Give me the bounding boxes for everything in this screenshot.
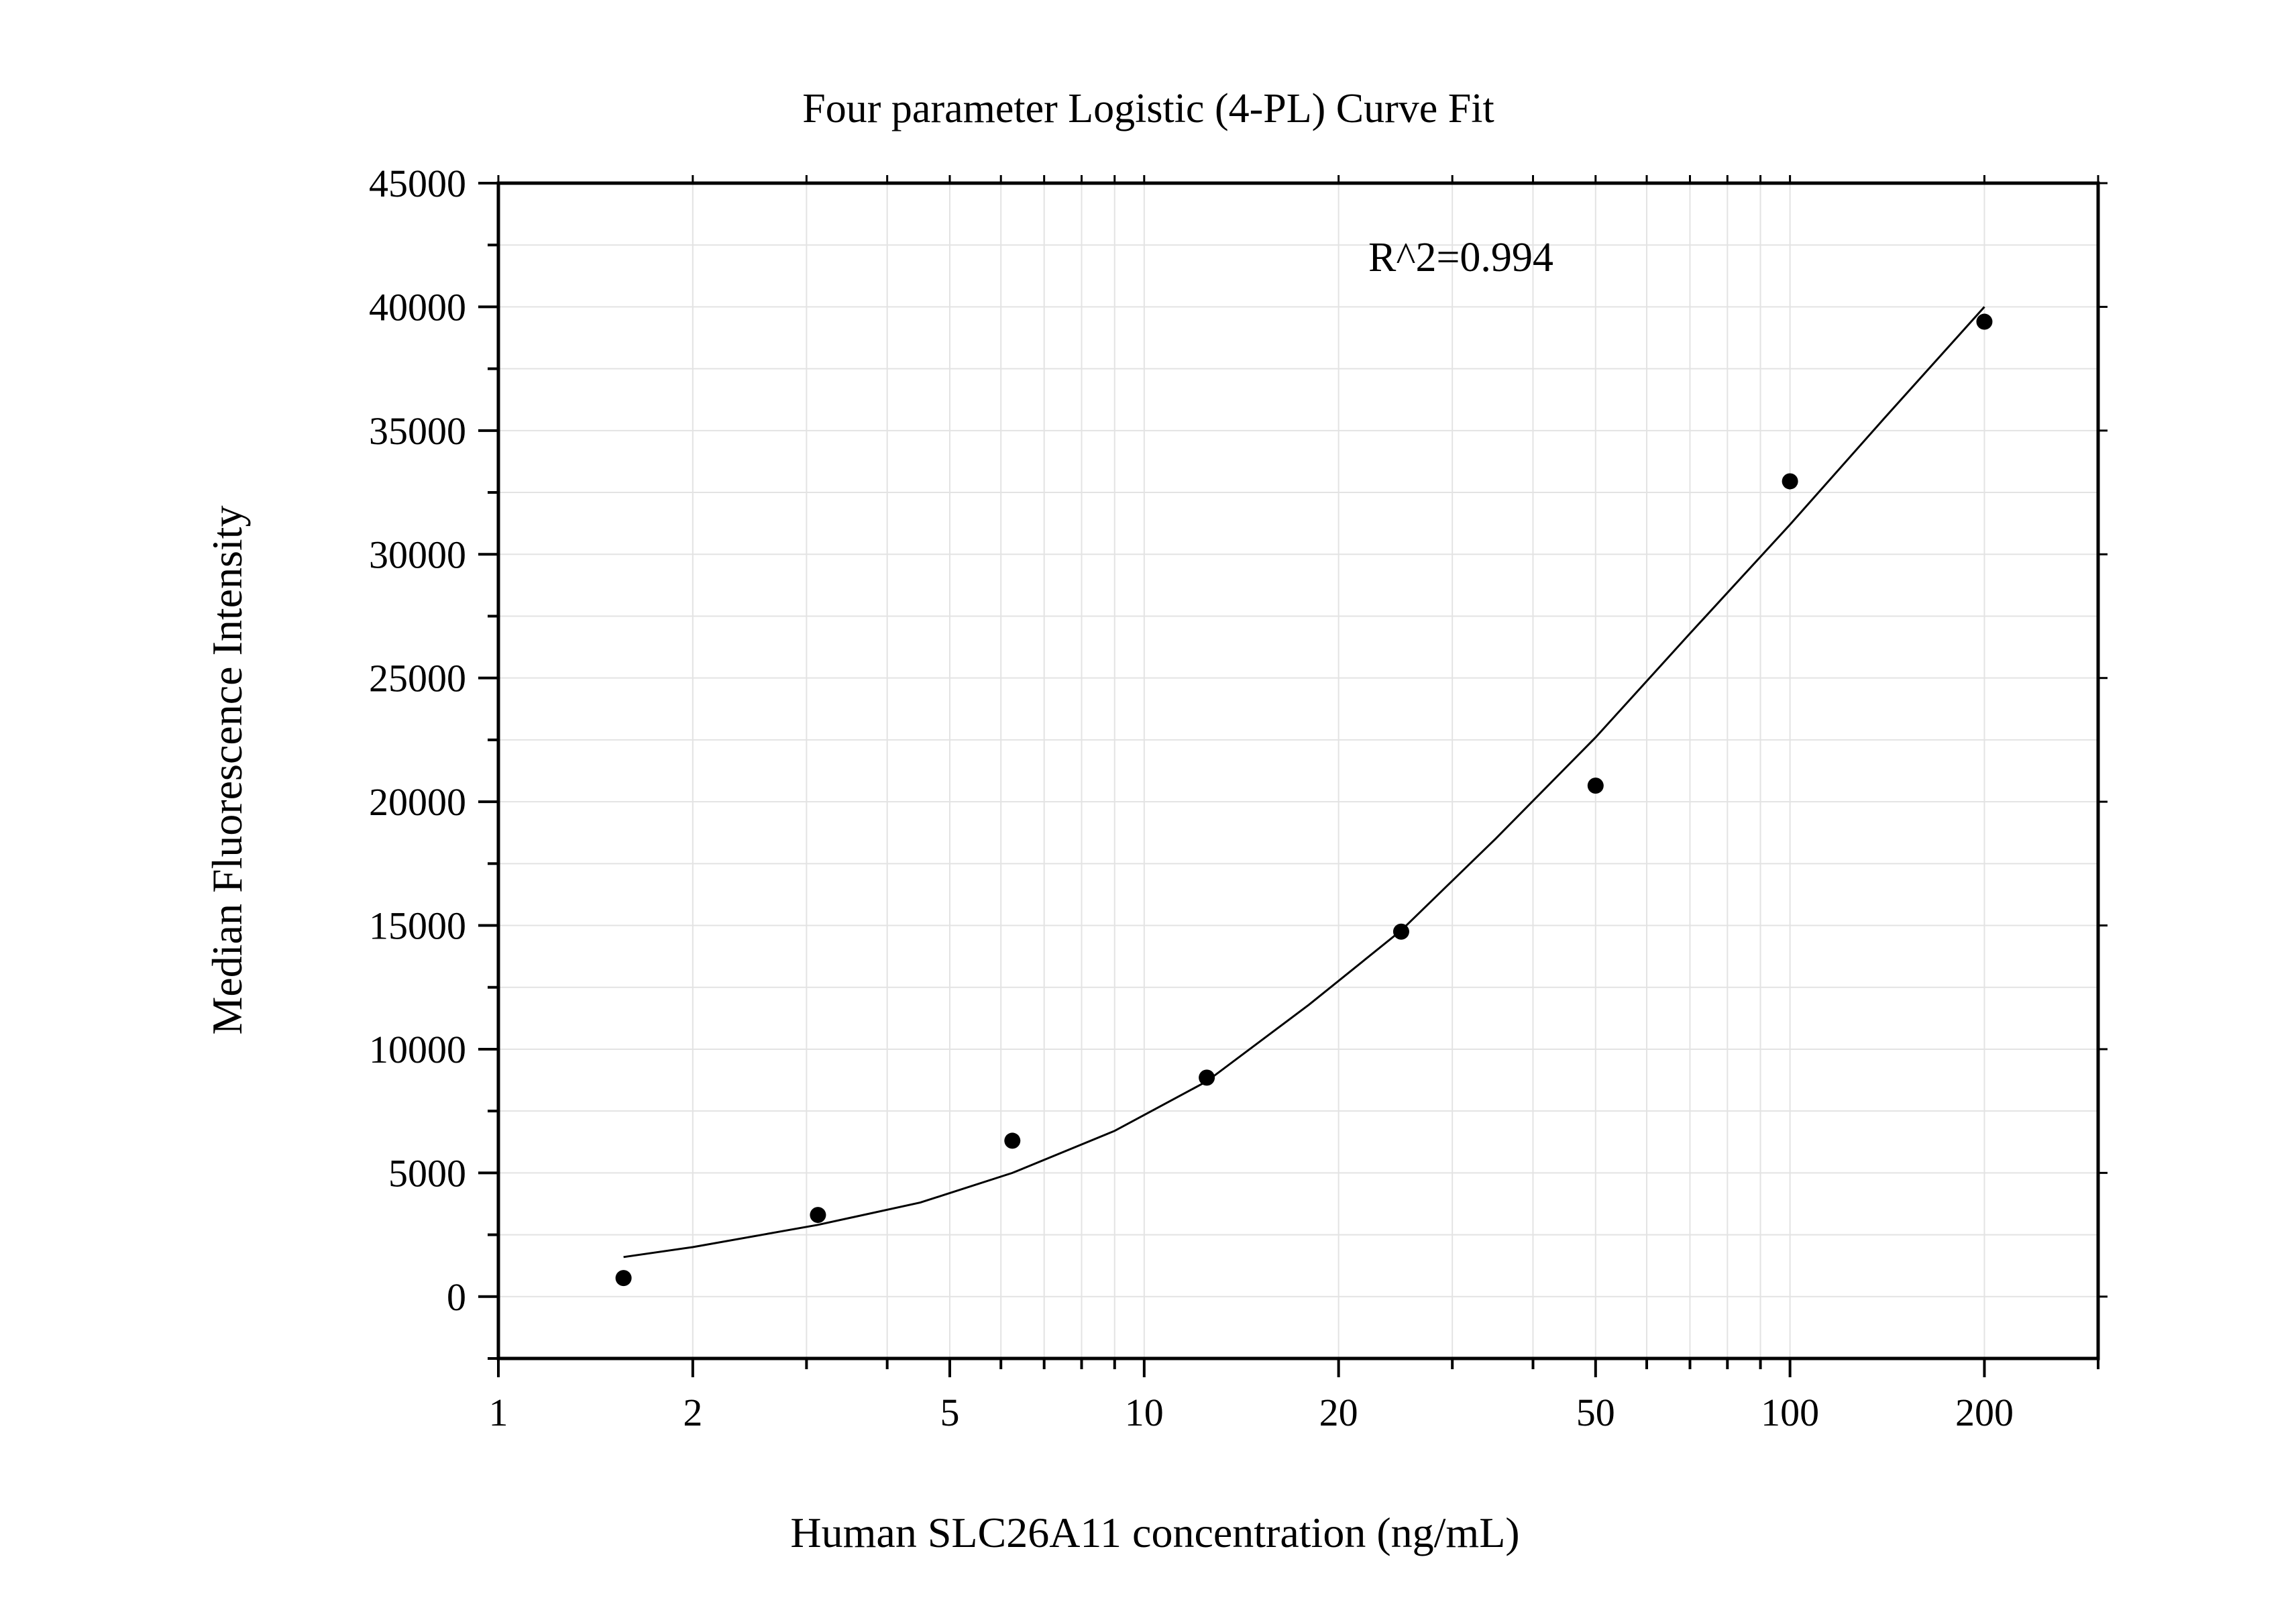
y-axis-label: Median Fluorescence Intensity — [203, 505, 251, 1034]
data-point — [1976, 313, 1993, 330]
r-squared-annotation: R^2=0.994 — [1368, 235, 1553, 280]
data-point — [1782, 473, 1798, 490]
y-tick-label: 0 — [447, 1275, 466, 1319]
tick-labels: 1 2 5 10 20 50 100 200 0 5000 10000 15000 20000 25000… — [369, 162, 2014, 1434]
plot-frame — [496, 181, 2100, 1360]
data-point — [810, 1207, 826, 1224]
x-tick-label: 20 — [1319, 1391, 1358, 1434]
data-point — [1587, 778, 1604, 794]
y-tick-label: 10000 — [369, 1028, 466, 1071]
fit-curve — [623, 306, 1985, 1259]
x-tick-label: 2 — [683, 1391, 702, 1434]
x-tick-label: 1 — [489, 1391, 508, 1434]
y-tick-label: 20000 — [369, 780, 466, 824]
axes — [478, 175, 2108, 1377]
chart-title: Four parameter Logistic (4-PL) Curve Fit — [802, 86, 1494, 131]
x-tick-label: 200 — [1955, 1391, 2014, 1434]
y-tick-label: 15000 — [369, 904, 466, 948]
data-point — [1004, 1132, 1021, 1149]
fit-curve-layer — [623, 306, 1985, 1259]
x-tick-label: 10 — [1125, 1391, 1164, 1434]
y-tick-label: 25000 — [369, 657, 466, 700]
data-point — [1392, 923, 1409, 940]
data-point — [1199, 1069, 1215, 1086]
data-point — [615, 1270, 632, 1287]
y-tick-label: 5000 — [388, 1151, 466, 1195]
y-tick-label: 30000 — [369, 533, 466, 576]
y-tick-label: 45000 — [369, 162, 466, 205]
x-axis-label: Human SLC26A11 concentration (ng/mL) — [790, 1509, 1519, 1556]
x-tick-label: 5 — [940, 1391, 959, 1434]
y-tick-label: 40000 — [369, 285, 466, 329]
data-points — [615, 313, 1993, 1287]
x-tick-label: 50 — [1576, 1391, 1615, 1434]
y-tick-label: 35000 — [369, 409, 466, 453]
grid-lines — [498, 183, 2098, 1358]
x-tick-label: 100 — [1761, 1391, 1819, 1434]
